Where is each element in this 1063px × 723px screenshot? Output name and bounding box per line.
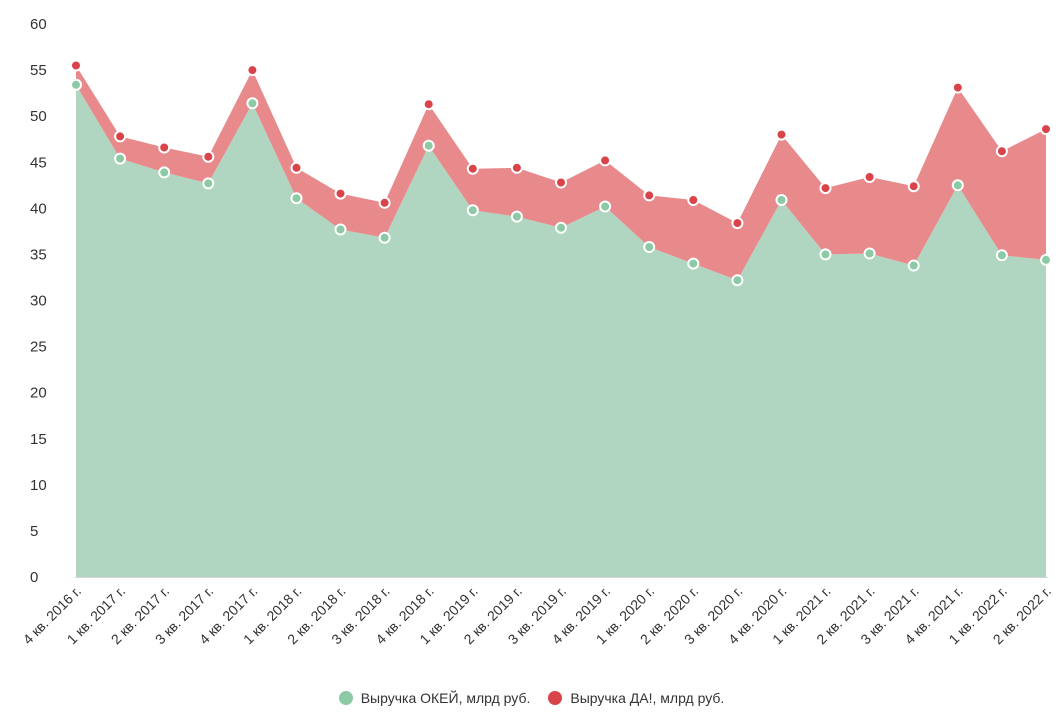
legend-label-da: Выручка ДА!, млрд руб. [570, 690, 725, 706]
marker-da[interactable] [819, 182, 832, 195]
y-tick-label: 60 [30, 16, 47, 33]
marker-okey[interactable] [687, 257, 700, 270]
marker-okey[interactable] [466, 204, 479, 217]
area-series-da [76, 65, 1046, 281]
marker-da[interactable] [466, 162, 479, 175]
marker-okey[interactable] [70, 78, 82, 91]
marker-da[interactable] [158, 141, 171, 154]
marker-da[interactable] [246, 64, 259, 77]
y-tick-label: 35 [30, 246, 47, 263]
marker-okey[interactable] [334, 223, 347, 236]
marker-okey[interactable] [819, 248, 832, 261]
marker-okey[interactable] [775, 194, 788, 206]
marker-da[interactable] [1040, 123, 1052, 136]
marker-okey[interactable] [114, 152, 127, 165]
marker-okey[interactable] [510, 210, 523, 223]
y-tick-label: 5 [30, 523, 38, 540]
legend-item-da[interactable]: Выручка ДА!, млрд руб. [548, 690, 724, 706]
legend-swatch-okey [338, 691, 353, 705]
marker-okey[interactable] [643, 241, 656, 253]
area-series-okey [76, 84, 1046, 578]
y-tick-label: 20 [30, 385, 47, 402]
marker-da[interactable] [731, 217, 744, 230]
legend: Выручка ОКЕЙ, млрд руб. Выручка ДА!, млр… [0, 684, 1063, 712]
chart-markers [70, 59, 1052, 287]
y-tick-label: 15 [30, 431, 47, 448]
marker-da[interactable] [951, 81, 964, 94]
chart-areas [76, 65, 1046, 578]
marker-da[interactable] [510, 161, 523, 174]
marker-okey[interactable] [995, 249, 1008, 262]
marker-okey[interactable] [555, 221, 567, 234]
marker-da[interactable] [114, 130, 127, 143]
y-tick-label: 45 [30, 154, 47, 171]
marker-da[interactable] [555, 176, 567, 189]
y-tick-label: 10 [30, 477, 47, 494]
marker-okey[interactable] [599, 200, 612, 213]
marker-da[interactable] [422, 98, 435, 111]
marker-okey[interactable] [290, 192, 303, 205]
marker-da[interactable] [907, 180, 920, 193]
y-axis-labels: 0 5 10 15 20 25 30 35 40 45 50 55 60 [30, 16, 47, 586]
marker-da[interactable] [643, 189, 656, 202]
marker-da[interactable] [202, 150, 215, 163]
marker-okey[interactable] [863, 247, 876, 260]
marker-okey[interactable] [907, 259, 920, 272]
marker-okey[interactable] [378, 231, 391, 244]
marker-okey[interactable] [202, 177, 215, 190]
marker-okey[interactable] [951, 179, 964, 192]
legend-label-okey: Выручка ОКЕЙ, млрд руб. [360, 690, 531, 706]
legend-swatch-da [548, 691, 563, 705]
marker-da[interactable] [687, 194, 700, 206]
marker-da[interactable] [775, 128, 788, 141]
marker-okey[interactable] [1040, 253, 1052, 266]
y-tick-label: 50 [30, 108, 47, 125]
y-tick-label: 30 [30, 293, 47, 310]
marker-da[interactable] [599, 154, 612, 167]
marker-okey[interactable] [246, 97, 259, 110]
marker-okey[interactable] [422, 139, 435, 152]
marker-da[interactable] [70, 59, 82, 72]
y-tick-label: 25 [30, 339, 47, 356]
marker-da[interactable] [863, 171, 876, 183]
y-tick-label: 0 [30, 569, 38, 586]
y-tick-label: 55 [30, 62, 47, 79]
marker-okey[interactable] [158, 166, 171, 179]
y-tick-label: 40 [30, 200, 47, 217]
x-axis-labels: 4 кв. 2016 г.1 кв. 2017 г.2 кв. 2017 г.3… [20, 583, 1055, 648]
marker-da[interactable] [290, 161, 303, 174]
marker-okey[interactable] [731, 274, 744, 287]
marker-da[interactable] [995, 145, 1008, 158]
marker-da[interactable] [334, 187, 347, 200]
marker-da[interactable] [378, 196, 391, 209]
legend-item-okey[interactable]: Выручка ОКЕЙ, млрд руб. [338, 690, 531, 706]
